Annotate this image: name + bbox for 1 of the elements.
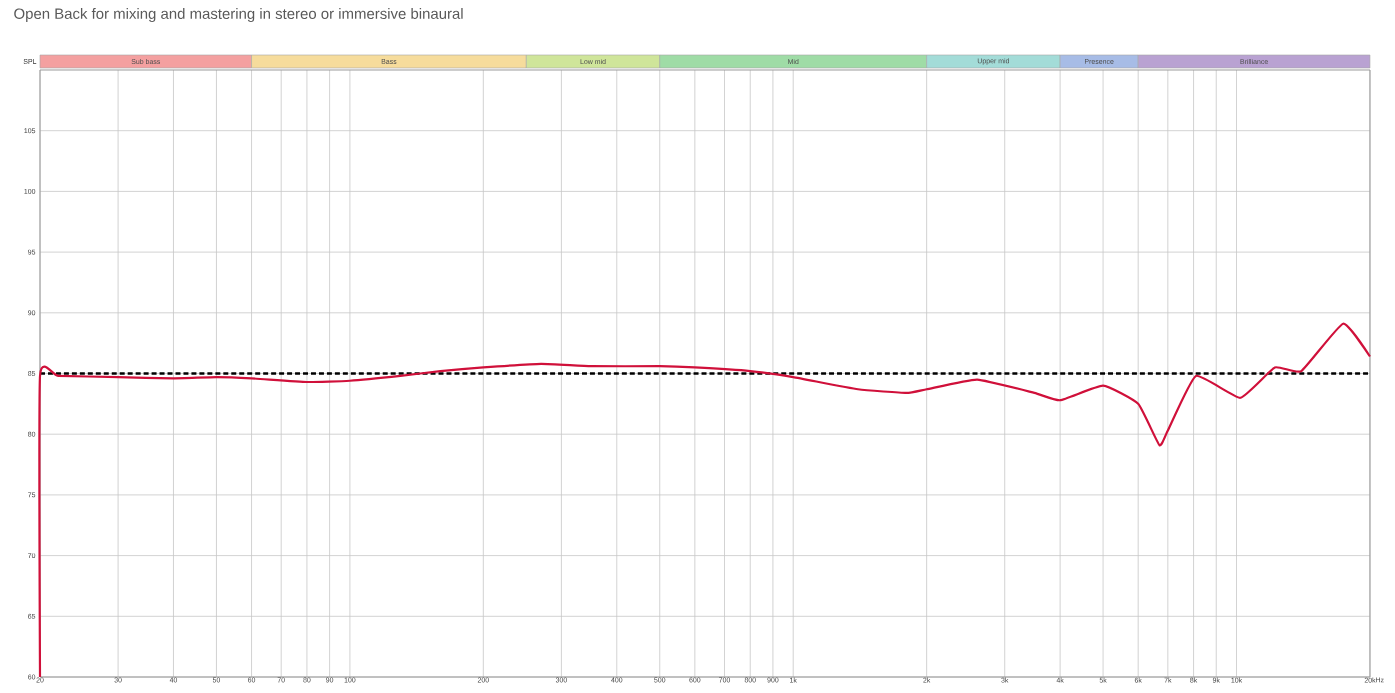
chart-title: Open Back for mixing and mastering in stereo or immersive binaural [14, 8, 463, 22]
